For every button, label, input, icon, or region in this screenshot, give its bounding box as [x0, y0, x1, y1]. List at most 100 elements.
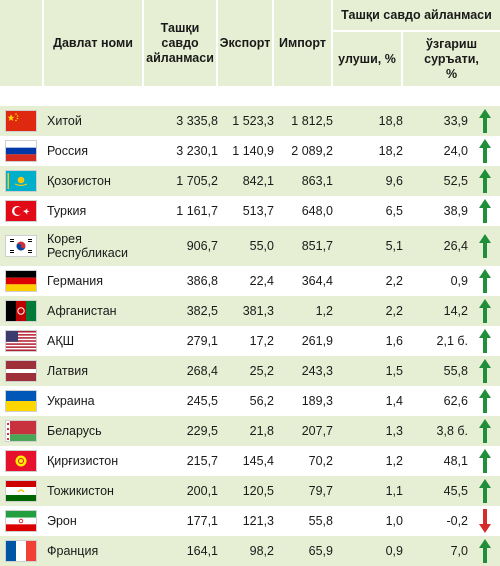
import-value: 79,7	[308, 484, 333, 498]
country-name: Латвия	[47, 364, 88, 378]
share-value: 1,1	[385, 484, 403, 498]
export-value: 22,4	[249, 274, 274, 288]
header-share: улуши, %	[333, 32, 401, 86]
country-name: Афганистан	[47, 304, 117, 318]
table-row: Эрон 177,1 121,3 55,8 1,0 -0,2	[0, 506, 500, 536]
country-name: Франция	[47, 544, 99, 558]
country-name: Қирғизистон	[47, 454, 119, 468]
arrow-up-icon	[472, 296, 498, 326]
flag-cell	[0, 356, 42, 386]
arrow-up-icon	[472, 326, 498, 356]
share-value: 5,1	[385, 239, 403, 253]
share-value: 18,2	[378, 144, 403, 158]
kazakhstan-flag-icon	[5, 170, 37, 192]
trade-value: 245,5	[186, 394, 218, 408]
country-name: Беларусь	[47, 424, 102, 438]
export-value: 121,3	[242, 514, 274, 528]
table-header: Давлат номи Ташқи савдо айланмаси Экспор…	[0, 0, 500, 86]
trade-value: 229,5	[186, 424, 218, 438]
import-value: 70,2	[308, 454, 333, 468]
import-value: 648,0	[301, 204, 333, 218]
table-row: Тожикистон 200,1 120,5 79,7 1,1 45,5	[0, 476, 500, 506]
table-row: Германия 386,8 22,4 364,4 2,2 0,9	[0, 266, 500, 296]
header-group: Ташқи савдо айланмаси	[333, 0, 500, 30]
export-value: 120,5	[242, 484, 274, 498]
export-value: 17,2	[249, 334, 274, 348]
export-value: 842,1	[242, 174, 274, 188]
export-value: 1 140,9	[232, 144, 274, 158]
import-value: 207,7	[301, 424, 333, 438]
trade-value: 3 230,1	[176, 144, 218, 158]
change-value: 2,1 б.	[436, 334, 468, 348]
flag-cell	[0, 416, 42, 446]
flag-cell	[0, 326, 42, 356]
arrow-down-icon	[472, 506, 498, 536]
import-value: 364,4	[301, 274, 333, 288]
import-value: 65,9	[308, 544, 333, 558]
south-korea-flag-icon	[5, 235, 37, 257]
arrow-up-icon	[472, 476, 498, 506]
table-row: Латвия 268,4 25,2 243,3 1,5 55,8	[0, 356, 500, 386]
trade-value: 215,7	[186, 454, 218, 468]
arrow-up-icon	[472, 386, 498, 416]
import-value: 189,3	[301, 394, 333, 408]
flag-cell	[0, 106, 42, 136]
share-value: 1,5	[385, 364, 403, 378]
table-body: Хитой 3 335,8 1 523,3 1 812,5 18,8 33,9 Россия…	[0, 106, 500, 566]
country-name: Қозоғистон	[47, 174, 111, 188]
import-value: 55,8	[308, 514, 333, 528]
share-value: 9,6	[385, 174, 403, 188]
change-value: 48,1	[443, 454, 468, 468]
import-value: 243,3	[301, 364, 333, 378]
country-name: Туркия	[47, 204, 87, 218]
share-value: 18,8	[378, 114, 403, 128]
trade-value: 1 705,2	[176, 174, 218, 188]
export-value: 21,8	[249, 424, 274, 438]
trade-value: 382,5	[186, 304, 218, 318]
flag-cell	[0, 476, 42, 506]
arrow-up-icon	[472, 106, 498, 136]
arrow-up-icon	[472, 266, 498, 296]
import-value: 261,9	[301, 334, 333, 348]
share-value: 2,2	[385, 304, 403, 318]
china-flag-icon	[5, 110, 37, 132]
import-value: 1 812,5	[291, 114, 333, 128]
header-country: Давлат номи	[44, 0, 142, 86]
country-name: Тожикистон	[47, 484, 114, 498]
country-name: АҚШ	[47, 334, 75, 348]
flag-cell	[0, 506, 42, 536]
arrow-up-icon	[472, 196, 498, 226]
trade-value: 268,4	[186, 364, 218, 378]
export-value: 55,0	[249, 239, 274, 253]
table-row: Корея Республикаси 906,7 55,0 851,7 5,1 26,4	[0, 226, 500, 266]
table-row: Қирғизистон 215,7 145,4 70,2 1,2 48,1	[0, 446, 500, 476]
arrow-up-icon	[472, 356, 498, 386]
tajikistan-flag-icon	[5, 480, 37, 502]
flag-cell	[0, 386, 42, 416]
flag-cell	[0, 296, 42, 326]
flag-cell	[0, 136, 42, 166]
change-value: 52,5	[443, 174, 468, 188]
export-value: 56,2	[249, 394, 274, 408]
change-value: -0,2	[446, 514, 468, 528]
change-value: 26,4	[443, 239, 468, 253]
export-value: 1 523,3	[232, 114, 274, 128]
share-value: 1,4	[385, 394, 403, 408]
arrow-up-icon	[472, 166, 498, 196]
change-value: 0,9	[450, 274, 468, 288]
trade-value: 3 335,8	[176, 114, 218, 128]
change-value: 3,8 б.	[436, 424, 468, 438]
change-value: 7,0	[450, 544, 468, 558]
arrow-up-icon	[472, 536, 498, 566]
share-value: 6,5	[385, 204, 403, 218]
change-value: 38,9	[443, 204, 468, 218]
change-value: 33,9	[443, 114, 468, 128]
trade-value: 279,1	[186, 334, 218, 348]
share-value: 0,9	[385, 544, 403, 558]
france-flag-icon	[5, 540, 37, 562]
country-name: Германия	[47, 274, 104, 288]
table-row: Афганистан 382,5 381,3 1,2 2,2 14,2	[0, 296, 500, 326]
export-value: 25,2	[249, 364, 274, 378]
export-value: 98,2	[249, 544, 274, 558]
share-value: 1,0	[385, 514, 403, 528]
